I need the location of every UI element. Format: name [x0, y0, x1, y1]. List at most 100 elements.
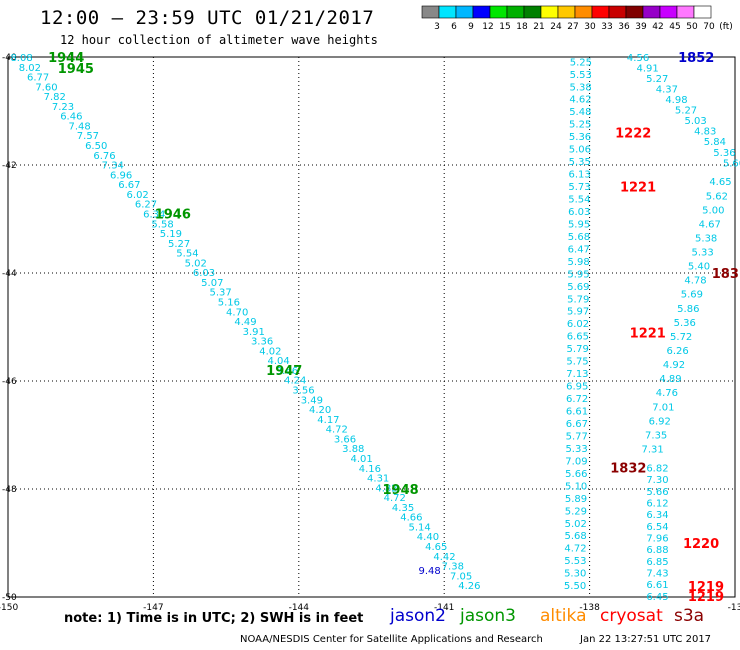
- colorbar-swatch: [625, 5, 644, 19]
- wave-height-value: 4.20: [309, 405, 331, 416]
- wave-height-value: 5.66: [646, 487, 668, 498]
- footer-note: note: 1) Time is in UTC; 2) SWH is in fe…: [64, 611, 364, 626]
- wave-height-value: 7.38: [442, 562, 464, 573]
- wave-height-value: 5.54: [568, 195, 590, 206]
- colorbar-swatch: [421, 5, 440, 19]
- wave-height-value: 6.67: [118, 180, 140, 191]
- wave-height-value: 6.02: [127, 190, 149, 201]
- track-time-label: 1852: [678, 51, 714, 66]
- wave-height-value: 7.30: [646, 475, 668, 486]
- wave-height-value: 4.76: [656, 388, 678, 399]
- wave-height-value: 6.61: [566, 407, 588, 418]
- colorbar-label: 21: [533, 22, 544, 32]
- colorbar-label: 33: [601, 22, 612, 32]
- colorbar-swatch: [693, 5, 712, 19]
- wave-height-value: 6.50: [85, 141, 107, 152]
- wave-height-value: 5.35: [569, 157, 591, 168]
- wave-height-value: 5.06: [569, 145, 591, 156]
- wave-height-value: 5.73: [568, 182, 590, 193]
- wave-height-value: 4.37: [656, 85, 678, 96]
- colorbar-label: 36: [618, 22, 630, 32]
- colorbar-label: 70: [703, 22, 715, 32]
- wave-height-value: 6.45: [646, 592, 668, 603]
- wave-height-value: 4.65: [709, 177, 731, 188]
- track-time-label: 1221: [620, 181, 656, 196]
- wave-height-value: 6.82: [646, 463, 668, 474]
- wave-height-value: 7.23: [52, 102, 74, 113]
- x-tick-label: -138: [579, 603, 600, 613]
- wave-height-value: 5.25: [570, 57, 592, 68]
- wave-height-value: 6.13: [568, 170, 590, 181]
- colorbar-label: 12: [482, 22, 493, 32]
- colorbar-label: 42: [652, 22, 663, 32]
- colorbar-swatch: [489, 5, 508, 19]
- wave-height-value: 7.96: [646, 534, 668, 545]
- colorbar-swatch: [557, 5, 576, 19]
- wave-height-value: 5.00: [702, 205, 724, 216]
- wave-height-value: 4.26: [458, 581, 480, 592]
- legend-s3a: s3a: [674, 606, 705, 626]
- wave-height-value: 3.66: [276, 366, 298, 377]
- colorbar-swatch: [438, 5, 457, 19]
- wave-height-value: 6.65: [567, 332, 589, 343]
- credit-text: NOAA/NESDIS Center for Satellite Applica…: [240, 634, 543, 645]
- wave-height-value: 5.54: [176, 249, 198, 260]
- y-tick-label: -44: [2, 269, 17, 279]
- wave-height-value: 4.89: [659, 374, 681, 385]
- wave-height-value: 5.38: [695, 233, 717, 244]
- x-tick-label: -144: [289, 603, 310, 613]
- wave-height-value: 3.91: [243, 327, 265, 338]
- wave-height-value: 5.97: [567, 307, 589, 318]
- wave-height-value: 5.77: [566, 431, 588, 442]
- wave-height-value: 7.35: [645, 430, 667, 441]
- track-time-label: 1948: [382, 483, 418, 498]
- colorbar-swatch: [540, 5, 559, 19]
- legend-jason2: jason2: [390, 606, 446, 626]
- wave-height-value: 4.17: [317, 415, 339, 426]
- wave-height-value: 4.70: [226, 307, 248, 318]
- track-time-label: 1946: [155, 208, 191, 223]
- wave-height-value: 6.34: [143, 209, 165, 220]
- wave-height-value: 6.85: [646, 557, 668, 568]
- wave-height-value: 3.66: [334, 434, 356, 445]
- wave-height-value: 5.89: [565, 494, 587, 505]
- wave-height-value: 6.67: [566, 419, 588, 430]
- wave-height-value: 5.50: [564, 581, 586, 592]
- wave-height-value: 6.02: [567, 319, 589, 330]
- wave-height-value: 5.25: [569, 120, 591, 131]
- colorbar-swatch: [574, 5, 593, 19]
- x-tick-label: -13: [728, 603, 740, 613]
- track-time-label: 1222: [615, 127, 651, 142]
- wave-height-value: 7.57: [77, 131, 99, 142]
- wave-height-value: 7.60: [35, 82, 57, 93]
- wave-height-value: 4.02: [259, 346, 281, 357]
- colorbar-label: 50: [686, 22, 698, 32]
- wave-height-value: 6.12: [646, 498, 668, 509]
- wave-height-value: 4.01: [350, 454, 372, 465]
- wave-height-value: 5.19: [160, 229, 182, 240]
- track-time-label: 1945: [58, 62, 94, 77]
- wave-height-value: 5.58: [151, 219, 173, 230]
- wave-height-value: 5.84: [704, 137, 726, 148]
- wave-height-value: 7.09: [565, 456, 587, 467]
- wave-height-value: 4.65: [425, 542, 447, 553]
- wave-height-value: 5.68: [568, 232, 590, 243]
- wave-height-value: 5.10: [565, 481, 587, 492]
- wave-height-value: 5.36: [713, 148, 735, 159]
- wave-height-value: 4.67: [699, 219, 721, 230]
- wave-height-value: 7.31: [641, 445, 663, 456]
- y-tick-label: -46: [2, 377, 17, 387]
- wave-height-value: 4.49: [234, 317, 256, 328]
- wave-height-value: 5.07: [201, 278, 223, 289]
- wave-height-value: 5.36: [569, 132, 591, 143]
- wave-height-value: 5.53: [564, 556, 586, 567]
- wave-height-value: 5.95: [567, 269, 589, 280]
- color-legend: 3 6 9 12 15 18 21 24 27 30 33 36 39 42 45 50 70 (ft): [421, 5, 733, 32]
- wave-height-value: 4.83: [694, 127, 716, 138]
- wave-height-value: 5.75: [566, 357, 588, 368]
- y-tick-label: -40: [2, 53, 17, 63]
- wave-height-value: 4.72: [384, 493, 406, 504]
- wave-height-value: 4.42: [433, 552, 455, 563]
- wave-height-value: 9.48: [419, 566, 441, 577]
